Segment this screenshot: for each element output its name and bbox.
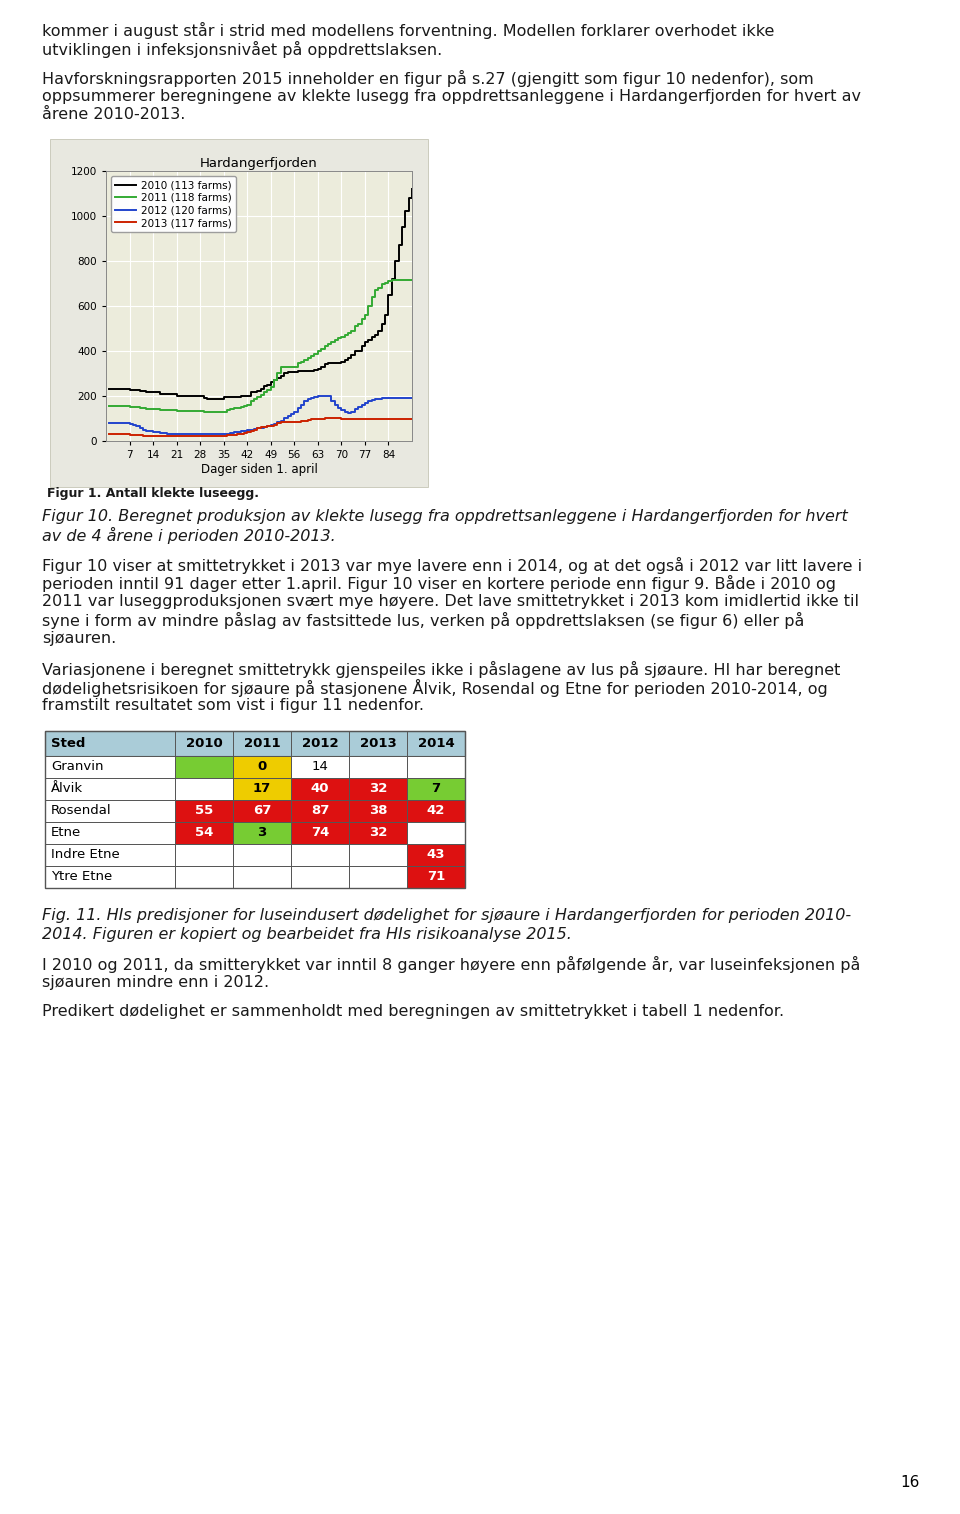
Text: 42: 42 [427,804,445,818]
Text: Figur 10. Beregnet produksjon av klekte lusegg fra oppdrettsanleggene i Hardange: Figur 10. Beregnet produksjon av klekte … [42,509,848,524]
Text: 0: 0 [257,760,267,774]
Bar [233,799,291,822]
Text: 2013: 2013 [360,737,396,749]
Bar [175,778,233,799]
Bar [349,843,407,866]
Legend: 2010 (113 farms), 2011 (118 farms), 2012 (120 farms), 2013 (117 farms): 2010 (113 farms), 2011 (118 farms), 2012… [111,176,236,232]
Bar [175,843,233,866]
Bar [349,755,407,778]
Text: 43: 43 [427,848,445,861]
Text: dødelighetsrisikoen for sjøaure på stasjonene Ålvik, Rosendal og Etne for period: dødelighetsrisikoen for sjøaure på stasj… [42,680,828,696]
Bar [45,866,175,887]
Text: 14: 14 [312,760,328,774]
Text: Havforskningsrapporten 2015 inneholder en figur på s.27 (gjengitt som figur 10 n: Havforskningsrapporten 2015 inneholder e… [42,70,814,88]
Text: Fig. 11. HIs predisjoner for luseindusert dødelighet for sjøaure i Hardangerfjor: Fig. 11. HIs predisjoner for luseinduser… [42,908,852,924]
Bar [349,866,407,887]
Bar [175,822,233,843]
Bar [407,843,465,866]
Text: 55: 55 [195,804,213,818]
Bar [407,799,465,822]
Text: I 2010 og 2011, da smitterykket var inntil 8 ganger høyere enn påfølgende år, va: I 2010 og 2011, da smitterykket var innt… [42,957,860,974]
Text: perioden inntil 91 dager etter 1.april. Figur 10 viser en kortere periode enn fi: perioden inntil 91 dager etter 1.april. … [42,575,836,592]
Bar [291,843,349,866]
Text: 54: 54 [195,827,213,839]
Text: 2014. Figuren er kopiert og bearbeidet fra HIs risikoanalyse 2015.: 2014. Figuren er kopiert og bearbeidet f… [42,927,572,942]
Text: 16: 16 [900,1475,920,1490]
Text: 32: 32 [369,827,387,839]
Bar [175,755,233,778]
Bar [349,778,407,799]
Text: 17: 17 [252,783,271,795]
Text: 2012: 2012 [301,737,338,749]
Text: utviklingen i infeksjonsnivået på oppdrettslaksen.: utviklingen i infeksjonsnivået på oppdre… [42,41,443,58]
Text: Etne: Etne [51,827,82,839]
Bar [407,866,465,887]
Text: kommer i august står i strid med modellens forventning. Modellen forklarer overh: kommer i august står i strid med modelle… [42,23,775,39]
Text: syne i form av mindre påslag av fastsittede lus, verken på oppdrettslaksen (se f: syne i form av mindre påslag av fastsitt… [42,613,804,630]
Bar [50,139,428,488]
Bar [407,778,465,799]
Text: 40: 40 [311,783,329,795]
Text: oppsummerer beregningene av klekte lusegg fra oppdrettsanleggene i Hardangerfjor: oppsummerer beregningene av klekte luseg… [42,89,861,103]
Bar [45,822,175,843]
Bar [45,731,465,887]
Text: 67: 67 [252,804,271,818]
Text: Predikert dødelighet er sammenholdt med beregningen av smittetrykket i tabell 1 : Predikert dødelighet er sammenholdt med … [42,1004,784,1019]
Text: Granvin: Granvin [51,760,104,774]
Text: Sted: Sted [51,737,85,749]
Bar [233,843,291,866]
Text: 2011: 2011 [244,737,280,749]
Text: Ytre Etne: Ytre Etne [51,871,112,883]
Bar [175,866,233,887]
Text: 7: 7 [431,783,441,795]
Bar [45,799,175,822]
X-axis label: Dager siden 1. april: Dager siden 1. april [201,463,318,475]
Text: 2014: 2014 [418,737,454,749]
Text: Ålvik: Ålvik [51,783,84,795]
Bar [349,799,407,822]
Bar [291,755,349,778]
Text: sjøauren.: sjøauren. [42,631,116,646]
Bar [349,822,407,843]
Bar [45,843,175,866]
Text: 87: 87 [311,804,329,818]
Text: årene 2010-2013.: årene 2010-2013. [42,107,185,123]
Bar [407,755,465,778]
Bar [175,799,233,822]
Bar [233,866,291,887]
Text: 74: 74 [311,827,329,839]
Text: 38: 38 [369,804,387,818]
Bar [45,755,175,778]
Bar [291,866,349,887]
Text: Rosendal: Rosendal [51,804,111,818]
Bar [45,778,175,799]
Bar [291,778,349,799]
Text: 3: 3 [257,827,267,839]
Text: 2010: 2010 [185,737,223,749]
Bar [233,822,291,843]
Text: 2011 var luseggproduksjonen svært mye høyere. Det lave smittetrykket i 2013 kom : 2011 var luseggproduksjonen svært mye hø… [42,593,859,609]
Title: Hardangerfjorden: Hardangerfjorden [200,156,318,170]
Text: sjøauren mindre enn i 2012.: sjøauren mindre enn i 2012. [42,975,269,990]
Bar [233,755,291,778]
Bar [407,822,465,843]
Text: Indre Etne: Indre Etne [51,848,120,861]
Text: Variasjonene i beregnet smittetrykk gjenspeiles ikke i påslagene av lus på sjøau: Variasjonene i beregnet smittetrykk gjen… [42,660,840,678]
Text: 32: 32 [369,783,387,795]
Bar [291,822,349,843]
Text: Figur 10 viser at smittetrykket i 2013 var mye lavere enn i 2014, og at det også: Figur 10 viser at smittetrykket i 2013 v… [42,557,862,574]
Text: Figur 1. Antall klekte luseegg.: Figur 1. Antall klekte luseegg. [47,488,259,500]
Text: framstilt resultatet som vist i figur 11 nedenfor.: framstilt resultatet som vist i figur 11… [42,698,424,713]
Text: 71: 71 [427,871,445,883]
Text: av de 4 årene i perioden 2010-2013.: av de 4 årene i perioden 2010-2013. [42,527,336,545]
Bar [291,799,349,822]
Bar [45,731,465,755]
Bar [233,778,291,799]
